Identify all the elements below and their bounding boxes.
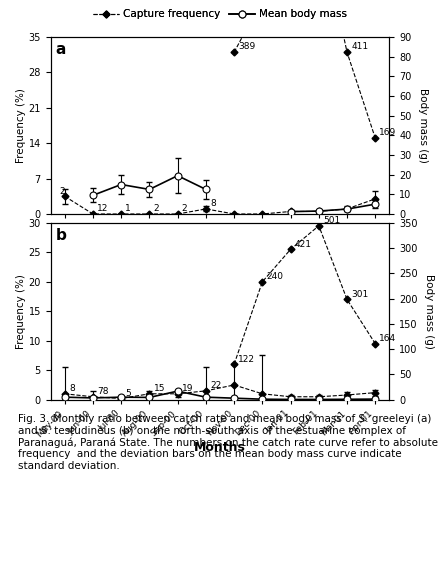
Text: 1: 1 [125,204,131,213]
Y-axis label: Body mass (g): Body mass (g) [418,88,428,163]
Text: 389: 389 [238,42,256,51]
Text: 12: 12 [97,204,109,213]
Text: 5: 5 [125,389,131,398]
Legend: Capture frequency, Mean body mass: Capture frequency, Mean body mass [89,5,351,23]
Text: 15: 15 [154,384,165,393]
Text: 19: 19 [182,384,193,393]
Text: b: b [56,228,66,243]
Text: 620: 620 [0,570,1,571]
Text: 2: 2 [154,204,159,213]
Text: 474: 474 [0,570,1,571]
Text: 240: 240 [267,272,283,281]
Text: Fig. 3. Monthly ratio between catch rate and mean body mass of S. greeleyi (a)
a: Fig. 3. Monthly ratio between catch rate… [18,414,438,471]
Y-axis label: Body mass (g): Body mass (g) [425,274,434,349]
Text: 122: 122 [238,355,255,364]
Legend: Capture frequency, Mean body mass: Capture frequency, Mean body mass [89,5,351,23]
Text: 411: 411 [351,42,368,51]
Text: 169: 169 [379,128,397,138]
Text: 2: 2 [59,187,65,195]
Text: 2: 2 [182,204,187,213]
Text: 8: 8 [210,199,216,208]
Text: 421: 421 [295,240,312,248]
Text: 22: 22 [210,381,221,390]
Text: 301: 301 [351,289,368,299]
Text: 501: 501 [323,216,340,225]
X-axis label: Months: Months [194,441,246,455]
Text: 164: 164 [379,334,396,343]
Text: 918: 918 [0,570,1,571]
Text: 8: 8 [69,384,75,393]
Y-axis label: Frequency (%): Frequency (%) [15,274,26,349]
Y-axis label: Frequency (%): Frequency (%) [16,88,26,163]
Text: a: a [56,42,66,58]
Text: 78: 78 [97,387,109,396]
